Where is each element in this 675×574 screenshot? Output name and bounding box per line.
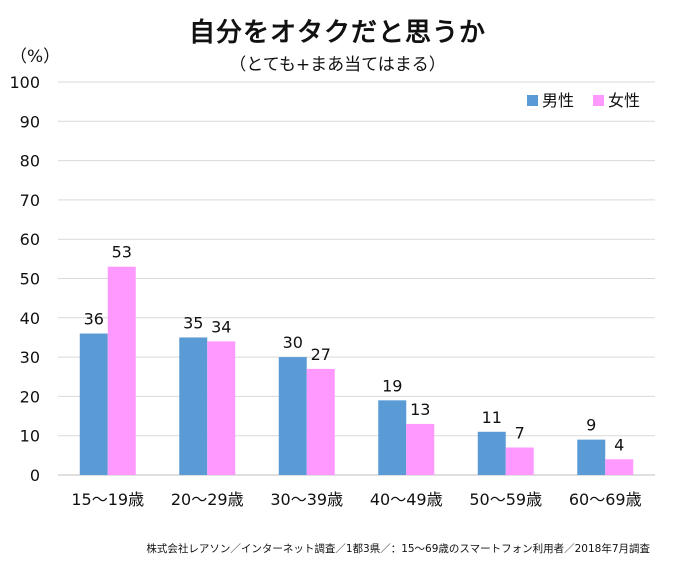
y-tick-label: 50 (20, 270, 40, 289)
bar (79, 333, 108, 475)
y-tick-label: 60 (20, 230, 40, 249)
bar (605, 459, 634, 475)
legend-label: 女性 (608, 91, 640, 110)
y-tick-label: 90 (20, 112, 40, 131)
chart-title: 自分をオタクだと思うか (188, 18, 486, 48)
data-label: 36 (84, 310, 104, 329)
legend-swatch (593, 95, 604, 106)
bar (477, 431, 506, 475)
data-label: 27 (311, 345, 331, 364)
data-label: 9 (586, 416, 596, 435)
x-tick-label: 40～49歳 (370, 490, 443, 509)
y-tick-label: 20 (20, 387, 40, 406)
x-tick-label: 15～19歳 (71, 490, 144, 509)
bar (107, 266, 136, 475)
legend-swatch (527, 95, 538, 106)
data-label: 53 (112, 243, 132, 262)
source-note: 株式会社レアソン／インターネット調査／1都3県／：15～69歳のスマートフォン利… (146, 543, 650, 555)
data-label: 4 (614, 435, 624, 454)
y-tick-label: 80 (20, 152, 40, 171)
bar (207, 341, 236, 475)
bar (306, 368, 335, 475)
bar (577, 439, 606, 475)
y-axis-unit: （%） (10, 47, 61, 67)
data-label: 19 (382, 376, 402, 395)
data-label: 30 (283, 333, 303, 352)
data-label: 35 (183, 313, 203, 332)
y-tick-label: 100 (9, 73, 40, 92)
x-tick-label: 20～29歳 (171, 490, 244, 509)
data-label: 7 (515, 423, 525, 442)
x-tick-label: 30～39歳 (270, 490, 343, 509)
data-label: 34 (211, 317, 231, 336)
bar (406, 423, 435, 475)
bar (505, 447, 534, 475)
y-tick-label: 40 (20, 309, 40, 328)
x-tick-label: 60～69歳 (569, 490, 642, 509)
bar (278, 357, 307, 475)
x-tick-label: 50～59歳 (469, 490, 542, 509)
y-tick-label: 0 (30, 466, 40, 485)
data-label: 13 (410, 400, 430, 419)
y-tick-label: 10 (20, 427, 40, 446)
legend-label: 男性 (542, 91, 574, 110)
data-label: 11 (482, 408, 502, 427)
bar (179, 337, 208, 475)
y-tick-label: 30 (20, 348, 40, 367)
chart-subtitle: （とても+まあ当てはまる） (229, 55, 446, 75)
y-tick-label: 70 (20, 191, 40, 210)
bar (378, 400, 407, 475)
